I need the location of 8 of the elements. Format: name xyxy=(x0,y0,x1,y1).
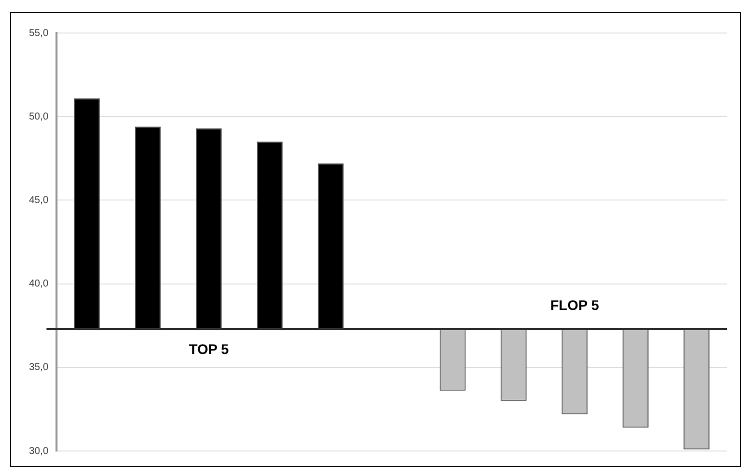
y-tick-label: 30,0 xyxy=(28,446,49,457)
y-tick-label: 50,0 xyxy=(28,111,49,122)
annotation: TOP 5 xyxy=(188,340,230,357)
y-tick-label: 55,0 xyxy=(28,28,49,39)
y-tick-label: 45,0 xyxy=(28,194,49,206)
y-tick-label: 40,0 xyxy=(28,278,49,290)
y-tick-label: 35,0 xyxy=(28,362,49,374)
annotation: FLOP 5 xyxy=(550,296,600,313)
